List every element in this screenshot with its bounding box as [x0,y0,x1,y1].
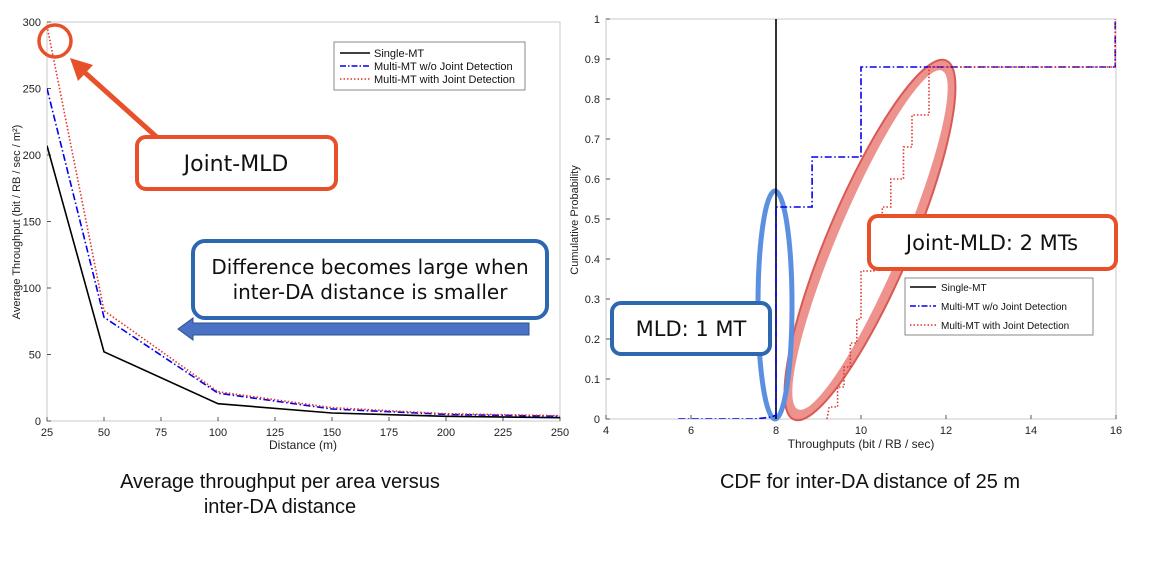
left-series-multi-jd-line [47,25,560,417]
right-y-tick-label: 0.9 [585,54,600,66]
left-legend-label-multi-wo: Multi-MT w/o Joint Detection [374,61,513,73]
left-y-tick-label: 200 [23,150,41,162]
right-x-axis-label: Throughputs (bit / RB / sec) [788,437,935,451]
left-y-axis-label: Average Throughput (bit / RB / sec / m²) [11,125,23,320]
joint-mld-2mts-label: Joint-MLD: 2 MTs [904,231,1078,255]
left-y-tick-label: 150 [23,217,41,229]
right-chart: 4 6 8 10 12 14 16 0 0.1 0.2 0.3 0.4 0.5 0.6 0.7 0.8 0.9 1… [569,14,1122,451]
right-y-tick-label: 0 [594,414,600,426]
right-x-tick-label: 16 [1110,425,1122,437]
right-x-tick-label: 14 [1025,425,1037,437]
joint-mld-label: Joint-MLD [182,152,289,177]
right-y-tick-label: 0.8 [585,94,600,106]
joint-mld-2mts-box [867,214,1118,271]
left-y-tick-label: 100 [23,283,41,295]
right-y-tick-label: 0.2 [585,334,600,346]
left-x-tick-label: 100 [209,427,227,439]
right-legend-label-single: Single-MT [941,283,987,294]
right-x-tick-label: 6 [688,425,694,437]
left-x-tick-label: 150 [323,427,341,439]
left-x-tick-label: 200 [437,427,455,439]
left-x-tick-label: 225 [494,427,512,439]
right-legend-box [904,277,1094,336]
joint-mld-arrow-shaft [80,68,162,142]
right-legend: Single-MT Multi-MT w/o Joint Detection M… [904,277,1094,336]
difference-arrow [177,317,530,341]
left-legend: Single-MT Multi-MT w/o Joint Detection M… [333,41,526,91]
left-y-tick-label: 250 [23,84,41,96]
left-axis-ticks: 25 50 75 100 125 150 175 200 225 250 0 50 100 150 200 2… [23,17,570,439]
mld-1mt-box [610,301,772,356]
difference-line-1: Difference becomes large when [211,255,528,279]
left-x-axis-label: Distance (m) [269,438,337,452]
mld-1mt-label: MLD: 1 MT [636,317,747,341]
right-axis-ticks: 4 6 8 10 12 14 16 0 0.1 0.2 0.3 0.4 0.5 0.6 0.7 0.8 0.9 1 [585,14,1122,437]
right-y-tick-label: 0.7 [585,134,600,146]
left-x-tick-label: 25 [41,427,53,439]
right-legend-label-multi-wo: Multi-MT w/o Joint Detection [941,302,1067,313]
difference-box [191,239,549,320]
left-chart: 25 50 75 100 125 150 175 200 225 250 0 50 100 150 200 2… [11,17,569,452]
peak-highlight-circle [37,23,73,59]
right-caption-text: CDF for inter-DA distance of 25 m [719,471,1021,493]
left-legend-label-multi-jd: Multi-MT with Joint Detection [374,74,515,86]
left-y-tick-label: 50 [29,350,41,362]
left-caption-line-2: inter-DA distance [203,496,357,518]
right-y-tick-label: 0.6 [585,174,600,186]
left-x-tick-label: 75 [155,427,167,439]
left-caption-line-1: Average throughput per area versus [120,471,440,493]
left-x-tick-label: 125 [266,427,284,439]
left-x-tick-label: 50 [98,427,110,439]
right-x-tick-label: 12 [940,425,952,437]
left-y-tick-label: 0 [35,416,41,428]
right-y-tick-label: 0.3 [585,294,600,306]
right-x-tick-label: 8 [773,425,779,437]
left-x-tick-label: 250 [551,427,569,439]
right-y-axis-label: Cumulative Probability [569,165,581,275]
left-x-tick-label: 175 [380,427,398,439]
joint-mld-arrow-head [70,58,93,81]
right-series-multi-wo-line [678,19,1116,419]
left-caption: Average throughput per area versus inter… [60,470,500,520]
left-legend-label-single: Single-MT [374,48,424,60]
right-x-tick-label: 10 [855,425,867,437]
right-x-tick-label: 4 [603,425,609,437]
right-legend-label-multi-jd: Multi-MT with Joint Detection [941,321,1069,332]
right-y-tick-label: 0.4 [585,254,600,266]
left-series-single-line [47,145,560,419]
right-y-tick-label: 0.1 [585,374,600,386]
right-series-lines [678,19,1116,419]
left-series-lines [47,25,560,419]
joint-mld-box [135,135,338,191]
right-series-multi-jd-line [826,19,1116,419]
right-y-tick-label: 1 [594,14,600,26]
left-y-tick-label: 300 [23,17,41,29]
right-caption: CDF for inter-DA distance of 25 m [640,470,1100,495]
difference-line-2: inter-DA distance is smaller [233,280,509,304]
right-y-tick-label: 0.5 [585,214,600,226]
